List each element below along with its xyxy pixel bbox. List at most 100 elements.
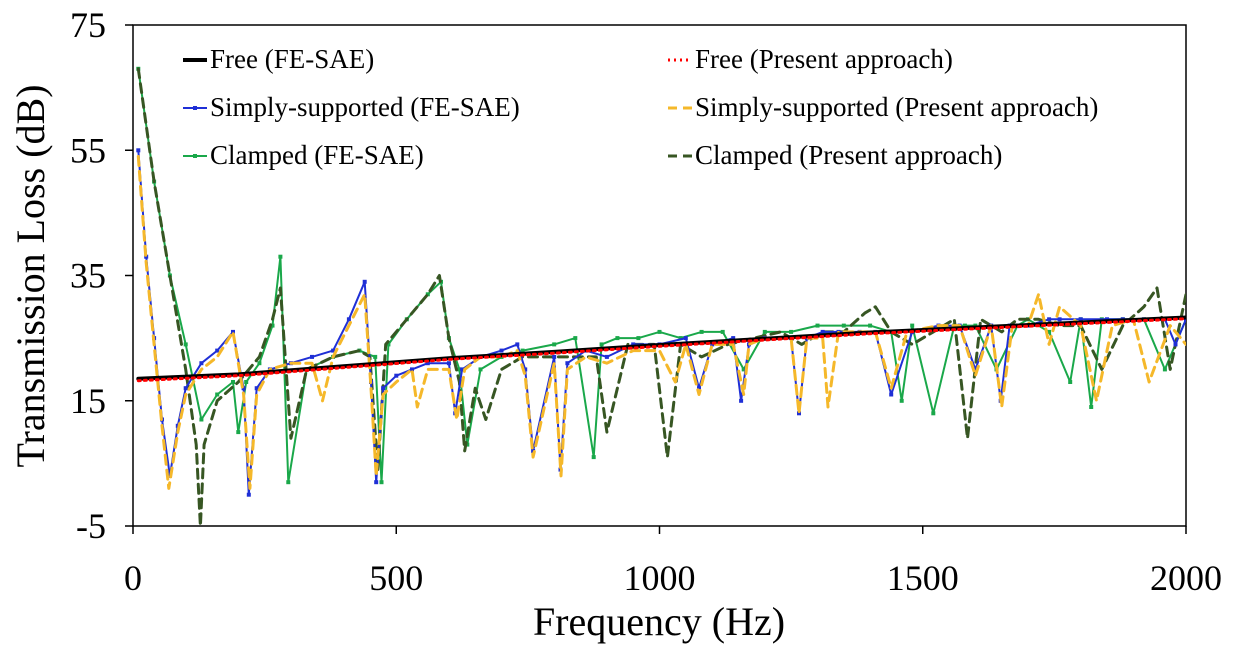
series-2-point: [731, 336, 736, 341]
series-4-point: [962, 323, 967, 328]
series-2-point: [1078, 317, 1083, 322]
series-2-point: [797, 411, 801, 416]
series-2-point: [136, 148, 141, 153]
series-4-point: [657, 329, 662, 334]
x-tick-label: 2000: [1150, 558, 1222, 598]
series-2-point: [523, 367, 528, 372]
series-4-point: [678, 336, 683, 341]
series-2-point: [739, 398, 744, 403]
series-4-point: [789, 329, 794, 334]
series-4-point: [457, 367, 462, 372]
series-line-3: [136, 155, 1186, 490]
series-2-point: [374, 480, 379, 485]
series-2-point: [394, 373, 399, 378]
series-4-point: [373, 354, 378, 359]
series-4-point: [762, 329, 767, 334]
series-4-point: [591, 455, 596, 460]
series-2-point: [1047, 317, 1052, 322]
series-4-point: [278, 254, 283, 259]
series-2-point: [1173, 342, 1178, 347]
series-4-point: [599, 342, 604, 347]
series-4-point: [615, 336, 620, 341]
series-4-point: [215, 392, 220, 397]
series-2-point: [362, 279, 367, 284]
legend-label-5: Clamped (Present approach): [695, 140, 1002, 170]
x-tick-label: 1500: [887, 558, 959, 598]
series-4-point: [931, 411, 936, 416]
series-line-0: [136, 315, 1186, 381]
x-tick-label: 1000: [624, 558, 696, 598]
series-4-point: [868, 323, 873, 328]
series-4-point: [815, 323, 820, 328]
series-2-point: [144, 254, 149, 259]
series-4-point: [425, 292, 430, 297]
series-2-point: [499, 348, 504, 353]
series-2-point: [710, 342, 715, 347]
series-4-point: [720, 329, 725, 334]
series-2-point: [697, 386, 701, 391]
series-4-point: [1068, 380, 1073, 384]
series-2-point: [410, 367, 414, 372]
series-2-point: [820, 329, 825, 334]
series-4-point: [1047, 329, 1052, 334]
legend-marker-2: [193, 106, 197, 110]
legend-marker-4: [193, 154, 197, 158]
series-2-point: [183, 386, 188, 391]
series-2-point: [446, 361, 451, 366]
series-4-point: [636, 336, 641, 341]
series-2-point: [310, 354, 314, 359]
y-tick-label: 15: [70, 381, 106, 421]
series-layer: [136, 66, 1186, 526]
series-2-point: [631, 342, 636, 347]
series-2-point: [552, 354, 557, 359]
x-tick-label: 500: [369, 558, 423, 598]
series-4-point: [379, 480, 384, 485]
series-2-point: [515, 342, 520, 347]
series-4-point: [1089, 405, 1094, 409]
series-2-point: [215, 348, 220, 353]
series-2-point: [331, 348, 336, 353]
series-4-point: [465, 442, 470, 447]
series-line-1: [136, 317, 1186, 383]
series-4-point: [270, 323, 275, 328]
series-2-point: [889, 392, 894, 397]
series-4-point: [286, 480, 291, 485]
axes-layer: 0 500 1000 1500 2000 -5 15 35 55 75: [70, 5, 1222, 598]
series-2-point: [604, 354, 609, 359]
legend-label-1: Free (Present approach): [695, 44, 953, 74]
legend-label-3: Simply-supported (Present approach): [695, 92, 1098, 122]
series-4-point: [478, 367, 483, 372]
series-4-point: [236, 430, 241, 435]
legend-label-0: Free (FE-SAE): [210, 44, 374, 74]
series-4-point: [257, 361, 262, 366]
series-line-5: [136, 67, 1186, 526]
x-axis-title: Frequency (Hz): [533, 599, 785, 644]
y-tick-label: 35: [70, 256, 106, 296]
series-2-point: [460, 367, 465, 372]
y-tick-label: 55: [70, 130, 106, 170]
series-4-point: [183, 342, 188, 347]
series-2-point: [1057, 317, 1062, 322]
y-axis-title: Transmission Loss (dB): [8, 84, 53, 467]
series-4-point: [199, 417, 204, 422]
series-4-point: [899, 398, 904, 403]
series-4-point: [573, 336, 578, 341]
series-2-point: [199, 361, 204, 366]
series-2-point: [683, 336, 688, 341]
series-4-point: [1162, 367, 1167, 372]
series-2-point: [254, 386, 259, 391]
series-4-point: [244, 380, 249, 384]
legend-label-2: Simply-supported (FE-SAE): [210, 92, 520, 122]
series-4-point: [741, 367, 746, 372]
y-tick-label: 75: [70, 5, 106, 45]
series-4-point: [910, 323, 915, 328]
series-2-point: [241, 386, 246, 391]
x-tick-label: 0: [124, 558, 142, 598]
series-2-point: [346, 317, 351, 322]
series-2-point: [973, 367, 978, 372]
y-tick-label: -5: [76, 506, 106, 546]
series-2-point: [425, 361, 430, 366]
legend: Free (FE-SAE) Free (Present approach) Simp…: [183, 44, 1098, 170]
